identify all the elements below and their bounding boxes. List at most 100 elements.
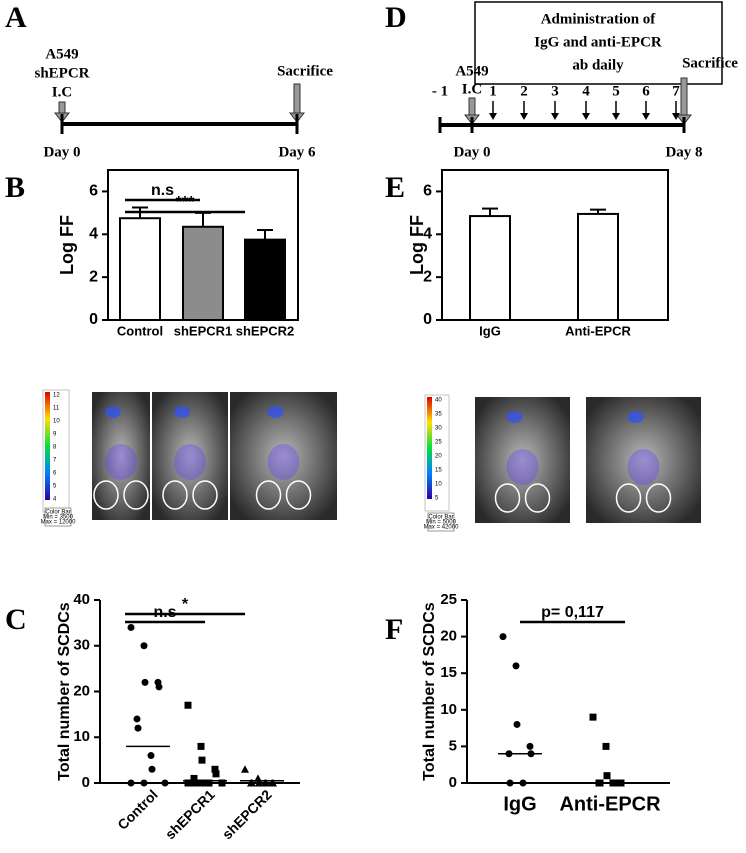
- signal: [506, 449, 539, 485]
- y-tick-label: 20: [73, 682, 90, 699]
- bar: [119, 217, 161, 321]
- colorbar-legend-text: Max = 12000: [41, 520, 77, 526]
- signal: [267, 444, 300, 480]
- point: [262, 779, 270, 787]
- y-tick-label: 4: [423, 226, 432, 243]
- text-box: [474, 1, 723, 85]
- region-circle: [123, 480, 149, 510]
- mouse-image: [92, 392, 150, 520]
- colorbar-tick: 7: [53, 458, 57, 464]
- x-tick-label: Anti-EPCR: [565, 323, 631, 338]
- arrow-head: [672, 113, 680, 120]
- region-circle: [615, 483, 642, 513]
- colorbar-tick: 40: [435, 398, 442, 404]
- arrow-shaft: [680, 77, 688, 117]
- timeline-label: Day 6: [278, 144, 316, 160]
- colorbar-tick: 12: [53, 393, 60, 399]
- arrow-head: [551, 113, 559, 120]
- region-circle: [192, 480, 218, 510]
- timeline-label: A549: [455, 63, 488, 79]
- y-tick-label: 10: [73, 728, 90, 745]
- day-label: 7: [672, 83, 680, 99]
- colorbar-legend-text: Max = 42000: [424, 525, 460, 531]
- arrow-shaft: [293, 83, 301, 115]
- arrow-shaft: [468, 97, 476, 117]
- day-label: 2: [520, 83, 528, 99]
- colorbar-tick: 20: [435, 454, 442, 460]
- region-circle: [285, 480, 312, 510]
- y-tick-label: 5: [449, 737, 457, 754]
- region-circle: [93, 480, 119, 510]
- colorbar-tick: 30: [435, 426, 442, 432]
- panel-letter: C: [5, 603, 27, 636]
- panel-letter: A: [5, 1, 27, 34]
- colorbar-tick: 8: [53, 445, 57, 451]
- y-tick-label: 15: [440, 664, 457, 681]
- region-circle: [524, 483, 551, 513]
- significance-label: n.s: [151, 182, 174, 199]
- y-tick-label: 40: [73, 591, 90, 608]
- x-tick-label: IgG: [479, 323, 501, 338]
- point: [140, 779, 148, 787]
- point: [211, 765, 219, 773]
- plot-frame: [441, 169, 669, 321]
- signal: [174, 444, 206, 480]
- colorbar-legend-text: Min = 5000: [426, 520, 457, 526]
- y-axis-label: Total number of SCDCs: [56, 602, 73, 780]
- point: [241, 765, 249, 773]
- colorbar-tick: 4: [53, 497, 57, 503]
- colorbar-legend: [44, 507, 72, 527]
- point: [218, 779, 226, 787]
- panel-letter: D: [385, 1, 407, 34]
- day-label: 1: [489, 83, 497, 99]
- x-tick-label: Control: [114, 786, 161, 833]
- y-tick-label: 25: [440, 591, 457, 608]
- point: [184, 701, 192, 709]
- significance-label: n.s: [153, 604, 176, 621]
- signal: [627, 411, 644, 423]
- day-label: 5: [612, 83, 620, 99]
- panel-letter: F: [385, 613, 403, 646]
- colorbar: [427, 397, 432, 499]
- arrow-head: [489, 113, 497, 120]
- colorbar-legend: [427, 512, 455, 532]
- panel-letter: B: [5, 171, 25, 204]
- point: [603, 772, 611, 780]
- arrow-head: [582, 113, 590, 120]
- colorbar-tick: 5: [435, 496, 439, 502]
- y-tick-label: 6: [423, 183, 432, 200]
- x-tick-label: shEPCR1: [162, 786, 218, 842]
- y-tick-label: 6: [89, 183, 98, 200]
- day-label: 4: [582, 83, 590, 99]
- point: [205, 779, 213, 787]
- colorbar-tick: 15: [435, 468, 442, 474]
- arrow-head: [612, 113, 620, 120]
- x-tick-label: IgG: [503, 793, 536, 815]
- signal: [267, 406, 284, 418]
- y-tick-label: 2: [423, 268, 432, 285]
- timeline-label: shEPCR: [34, 65, 89, 81]
- y-axis-label: Log FF: [407, 215, 427, 275]
- bar: [244, 238, 286, 321]
- timeline-label: Day 0: [43, 144, 80, 160]
- day-label: - 1: [432, 83, 448, 99]
- point: [141, 678, 149, 686]
- arrow-head: [520, 113, 528, 120]
- point: [148, 765, 156, 773]
- mouse-image: [152, 392, 228, 520]
- point: [512, 662, 520, 670]
- y-tick-label: 30: [73, 637, 90, 654]
- point: [190, 774, 198, 782]
- point: [147, 752, 155, 760]
- point: [212, 770, 220, 778]
- day-label: 3: [551, 83, 559, 99]
- y-tick-label: 2: [89, 268, 98, 285]
- colorbar-tick: 25: [435, 440, 442, 446]
- x-tick-label: shEPCR2: [236, 323, 295, 338]
- significance-label: ***: [176, 194, 195, 211]
- point: [197, 742, 205, 750]
- x-tick-label: Control: [117, 323, 163, 338]
- signal: [627, 449, 660, 485]
- mouse-image: [586, 397, 701, 523]
- colorbar-tick: 5: [53, 484, 57, 490]
